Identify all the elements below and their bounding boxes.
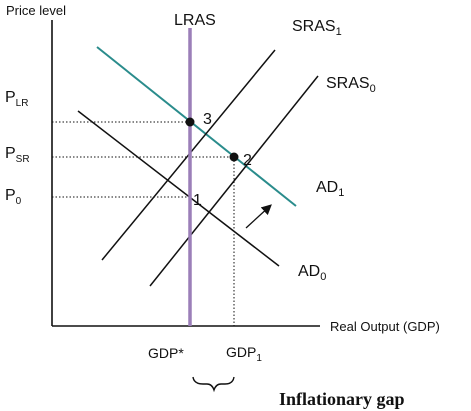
- point-3-label: 3: [203, 111, 212, 128]
- point-3-dot: [185, 117, 195, 127]
- p-sr-label: PSR: [5, 145, 30, 165]
- gdp-star-label: GDP*: [148, 345, 184, 361]
- point-2-dot: [229, 152, 239, 162]
- point-1-label: 1: [193, 192, 202, 209]
- y-axis-label: Price level: [6, 3, 66, 18]
- sras1-label: SRAS1: [292, 18, 342, 38]
- point-2-label: 2: [243, 152, 252, 169]
- gdp1-label: GDP1: [226, 344, 262, 364]
- p0-label: P0: [5, 187, 22, 207]
- lras-label: LRAS: [174, 12, 216, 29]
- ad0-label: AD0: [298, 263, 326, 283]
- ad1-curve: [96, 46, 297, 207]
- gap-brace: [192, 376, 235, 393]
- gap-label: Inflationary gap: [279, 389, 405, 409]
- ad1-label: AD1: [316, 179, 344, 199]
- shift-arrow: [245, 204, 272, 229]
- p-lr-label: PLR: [5, 89, 28, 109]
- sras0-curve: [149, 75, 319, 287]
- ad0-curve: [77, 110, 280, 267]
- x-axis-label: Real Output (GDP): [330, 319, 440, 334]
- sras0-label: SRAS0: [326, 75, 376, 95]
